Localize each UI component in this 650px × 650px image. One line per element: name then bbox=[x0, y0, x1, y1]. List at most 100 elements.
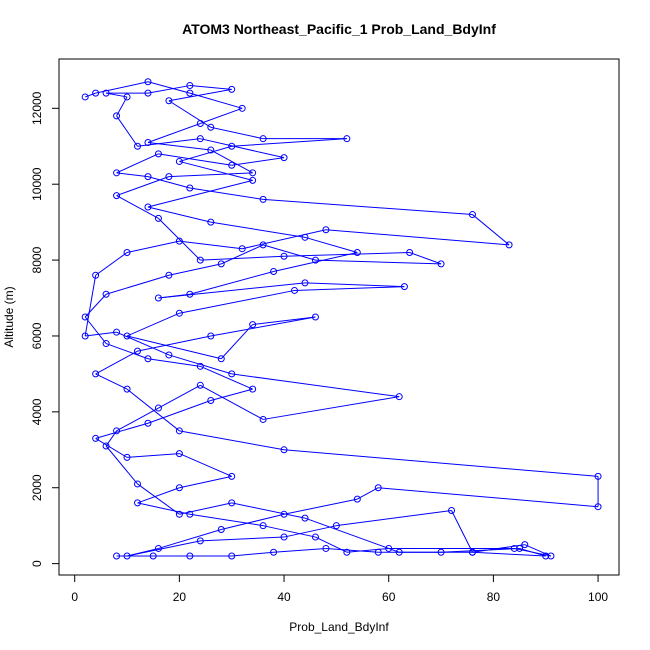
data-point bbox=[186, 510, 194, 518]
data-point bbox=[291, 286, 299, 294]
data-point bbox=[134, 499, 142, 507]
y-axis-label: Altitude (m) bbox=[2, 286, 16, 347]
series-segment bbox=[116, 195, 159, 219]
data-point bbox=[175, 450, 183, 458]
data-point bbox=[175, 427, 183, 435]
data-point bbox=[102, 340, 110, 348]
data-point bbox=[134, 347, 142, 355]
data-point bbox=[280, 446, 288, 454]
data-point bbox=[134, 480, 142, 488]
data-point bbox=[353, 249, 361, 256]
x-tick-label: 80 bbox=[487, 590, 501, 604]
data-point bbox=[547, 552, 555, 560]
series-segment bbox=[158, 384, 201, 409]
series-segment bbox=[105, 343, 149, 360]
series-segment bbox=[158, 217, 201, 261]
data-point bbox=[400, 283, 408, 291]
data-point bbox=[175, 510, 183, 518]
series-segment bbox=[189, 270, 274, 295]
series-segment bbox=[472, 551, 546, 557]
data-point bbox=[228, 499, 236, 507]
series-segment bbox=[179, 289, 295, 314]
series-segment bbox=[126, 240, 180, 253]
data-point bbox=[123, 552, 131, 560]
series-segment bbox=[147, 81, 190, 94]
series-segment bbox=[84, 92, 96, 98]
series-segment bbox=[409, 252, 442, 265]
series-segment bbox=[262, 244, 316, 261]
data-point bbox=[165, 271, 173, 279]
data-point bbox=[196, 362, 204, 370]
series-segment bbox=[105, 445, 138, 485]
data-point bbox=[144, 419, 152, 427]
x-tick-label: 100 bbox=[588, 590, 608, 604]
series-segment bbox=[325, 547, 379, 553]
series-segment bbox=[126, 335, 222, 360]
data-point bbox=[468, 211, 476, 219]
series-segment bbox=[263, 198, 473, 216]
series-segment bbox=[231, 373, 400, 398]
y-tick-label: 0 bbox=[30, 560, 44, 567]
data-point bbox=[123, 385, 131, 393]
series-segment bbox=[472, 214, 510, 246]
data-point bbox=[301, 279, 309, 287]
plot-frame bbox=[58, 58, 620, 576]
data-point bbox=[594, 472, 602, 480]
data-point bbox=[322, 544, 330, 552]
series-segment bbox=[116, 153, 159, 174]
data-point bbox=[343, 135, 351, 143]
series-segment bbox=[168, 354, 232, 375]
data-point bbox=[102, 89, 110, 97]
series-segment bbox=[284, 252, 410, 257]
data-point bbox=[207, 218, 215, 226]
series-segment bbox=[147, 206, 211, 223]
y-axis: 0 2000 4000 6000 8000 10000 12000 bbox=[30, 91, 60, 567]
data-point bbox=[154, 294, 162, 302]
data-point bbox=[301, 233, 309, 241]
series-segment bbox=[210, 221, 306, 238]
series-segment bbox=[147, 179, 253, 208]
data-point bbox=[542, 552, 550, 560]
data-point bbox=[594, 503, 602, 511]
data-point bbox=[437, 548, 445, 556]
series-segment bbox=[263, 396, 400, 420]
series-segment bbox=[158, 282, 306, 299]
series-segment bbox=[137, 487, 180, 504]
series-segment bbox=[273, 547, 326, 553]
series-segment bbox=[200, 365, 253, 390]
data-point bbox=[113, 328, 121, 336]
data-point bbox=[468, 548, 476, 556]
series-segment bbox=[179, 502, 232, 515]
data-point bbox=[113, 552, 121, 560]
series-segment bbox=[315, 259, 442, 265]
data-point bbox=[81, 313, 89, 321]
series-segment bbox=[95, 81, 149, 94]
data-point bbox=[92, 370, 100, 378]
data-point bbox=[228, 370, 236, 378]
data-point bbox=[81, 93, 89, 101]
data-point bbox=[154, 150, 162, 158]
data-point bbox=[196, 120, 204, 127]
series-segment bbox=[158, 153, 232, 166]
series-segment bbox=[336, 510, 452, 527]
series-segment bbox=[116, 96, 128, 117]
data-point bbox=[113, 112, 121, 120]
series-segment bbox=[116, 331, 170, 356]
series-segment bbox=[273, 252, 358, 272]
data-point bbox=[165, 173, 173, 181]
data-point bbox=[165, 351, 173, 359]
series-segment bbox=[304, 282, 405, 288]
series-segment bbox=[304, 517, 400, 553]
data-point bbox=[280, 533, 288, 541]
series-segment bbox=[95, 373, 128, 390]
data-point bbox=[196, 256, 204, 264]
data-point bbox=[259, 522, 267, 530]
data-point bbox=[311, 256, 319, 264]
data-point bbox=[437, 260, 445, 268]
data-point bbox=[123, 453, 131, 461]
data-point bbox=[249, 321, 257, 329]
series-segment bbox=[127, 453, 180, 458]
data-point bbox=[270, 548, 278, 556]
series-segment bbox=[231, 502, 306, 519]
